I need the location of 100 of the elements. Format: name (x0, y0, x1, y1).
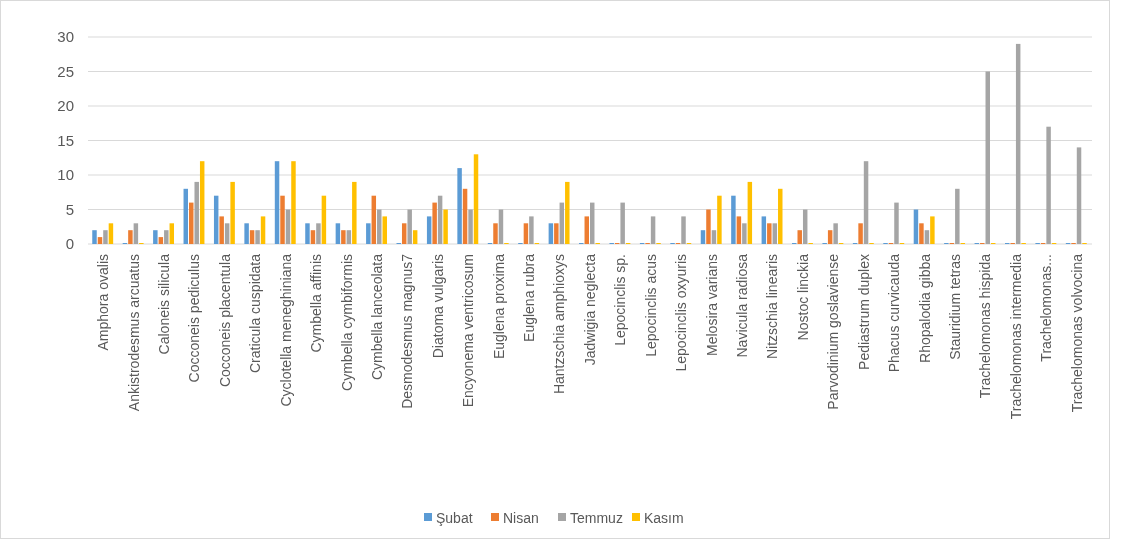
bar (305, 223, 310, 244)
x-tick-label: Rhopalodia gibba (916, 253, 933, 363)
x-tick-label: Trachelomonas hispida (977, 253, 994, 399)
bar (280, 195, 285, 244)
bar (700, 230, 706, 244)
bar (924, 230, 930, 244)
bar (930, 216, 935, 244)
bar (548, 223, 554, 244)
x-tick-label: Cymbella affinis (308, 254, 325, 353)
x-tick-label: Cocconeis pediculus (186, 254, 203, 383)
x-tick-label: Trachelomonas... (1038, 254, 1055, 362)
bar (128, 230, 133, 244)
bar (827, 230, 833, 244)
bar (554, 223, 559, 244)
bar (468, 209, 473, 244)
bar (377, 209, 382, 244)
y-tick-label: 20 (57, 97, 74, 115)
bar (158, 237, 164, 244)
bar (108, 223, 114, 244)
bar (366, 223, 371, 244)
x-tick-label: Nostoc linckia (794, 253, 811, 341)
bar (711, 230, 717, 244)
bar (1046, 126, 1051, 244)
x-tick-label: Trachelomonas intermedia (1007, 253, 1024, 420)
x-tick-label: Ankistrodesmus arcuatus (125, 254, 142, 412)
x-tick-label: Pediastrum duplex (855, 254, 872, 370)
bar (133, 223, 139, 244)
x-tick-label: Amphora ovalis (95, 254, 112, 351)
bar (493, 223, 498, 244)
bar (194, 181, 199, 244)
x-tick-label: Trachelomonas volvocina (1068, 253, 1085, 413)
bar (833, 223, 838, 244)
x-tick-label: Euglena rubra (521, 253, 538, 342)
bar (650, 216, 656, 244)
bar (97, 237, 103, 244)
bar (244, 223, 249, 244)
x-tick-label: Cyclotella meneghiniana (277, 253, 294, 407)
bar (230, 181, 235, 244)
bar (620, 202, 625, 244)
bar (346, 230, 352, 244)
bar (706, 209, 711, 244)
bar (736, 216, 742, 244)
x-tick-label: Hantzschia amphioxys (551, 254, 568, 395)
bar (224, 223, 230, 244)
bar (919, 223, 924, 244)
bar (412, 230, 418, 244)
bar (291, 161, 296, 244)
x-tick-label: Cymbella cymbiformis (338, 254, 355, 391)
bar (523, 223, 529, 244)
x-tick-label: Lepocinclis acus (642, 254, 659, 357)
bar (761, 216, 767, 244)
x-tick-label: Cymbella lanceolata (368, 253, 385, 381)
y-tick-label: 5 (65, 200, 74, 218)
x-tick-label: Craticula cuspidata (247, 253, 264, 374)
x-tick-label: Stauridium tetras (946, 254, 963, 360)
bar (382, 216, 387, 244)
bar (797, 230, 802, 244)
x-tick-label: Navicula radiosa (734, 253, 751, 358)
bar (717, 195, 722, 244)
bar (681, 216, 686, 244)
bar (432, 202, 437, 244)
bar (565, 181, 570, 244)
bar (316, 223, 321, 244)
bar (894, 202, 899, 244)
bar (401, 223, 407, 244)
bar (255, 230, 260, 244)
bar (858, 223, 863, 244)
x-tick-label: Parvodinium goslaviense (825, 253, 842, 410)
x-tick-label: Euglena proxima (490, 253, 507, 360)
bar (457, 168, 462, 244)
x-tick-label: Encyonema ventricosum (460, 254, 477, 408)
x-tick-label: Cocconeis placentula (216, 253, 233, 388)
y-tick-label: 0 (65, 235, 74, 253)
x-tick-label: Caloneis silicula (155, 253, 172, 355)
bar (767, 223, 772, 244)
bar (335, 223, 341, 244)
bar (341, 230, 346, 244)
bar (103, 230, 108, 244)
x-tick-label: Melosira varians (703, 254, 720, 356)
y-tick-label: 10 (57, 166, 74, 184)
x-tick-label: Desmodesmus magnus7 (399, 253, 416, 409)
x-tick-label: Lepocinclis oxyuris (673, 254, 690, 372)
y-tick-label: 25 (57, 62, 74, 80)
y-tick-label: 30 (57, 28, 74, 46)
bar (169, 223, 175, 244)
bar (473, 154, 479, 244)
x-tick-label: Nitzschia linearis (764, 254, 781, 360)
legend-label: Kasım (644, 509, 684, 526)
x-tick-label: Phacus curvicauda (886, 253, 903, 373)
bar (955, 188, 960, 244)
bar (443, 209, 448, 244)
legend-label: Temmuz (570, 509, 623, 526)
bar (1076, 147, 1082, 244)
bar (731, 195, 736, 244)
bar (426, 216, 432, 244)
bar (407, 209, 412, 244)
bar (153, 230, 158, 244)
bar (164, 230, 169, 244)
x-tick-label: Jadwigia neglecta (581, 253, 598, 366)
bar (260, 216, 266, 244)
